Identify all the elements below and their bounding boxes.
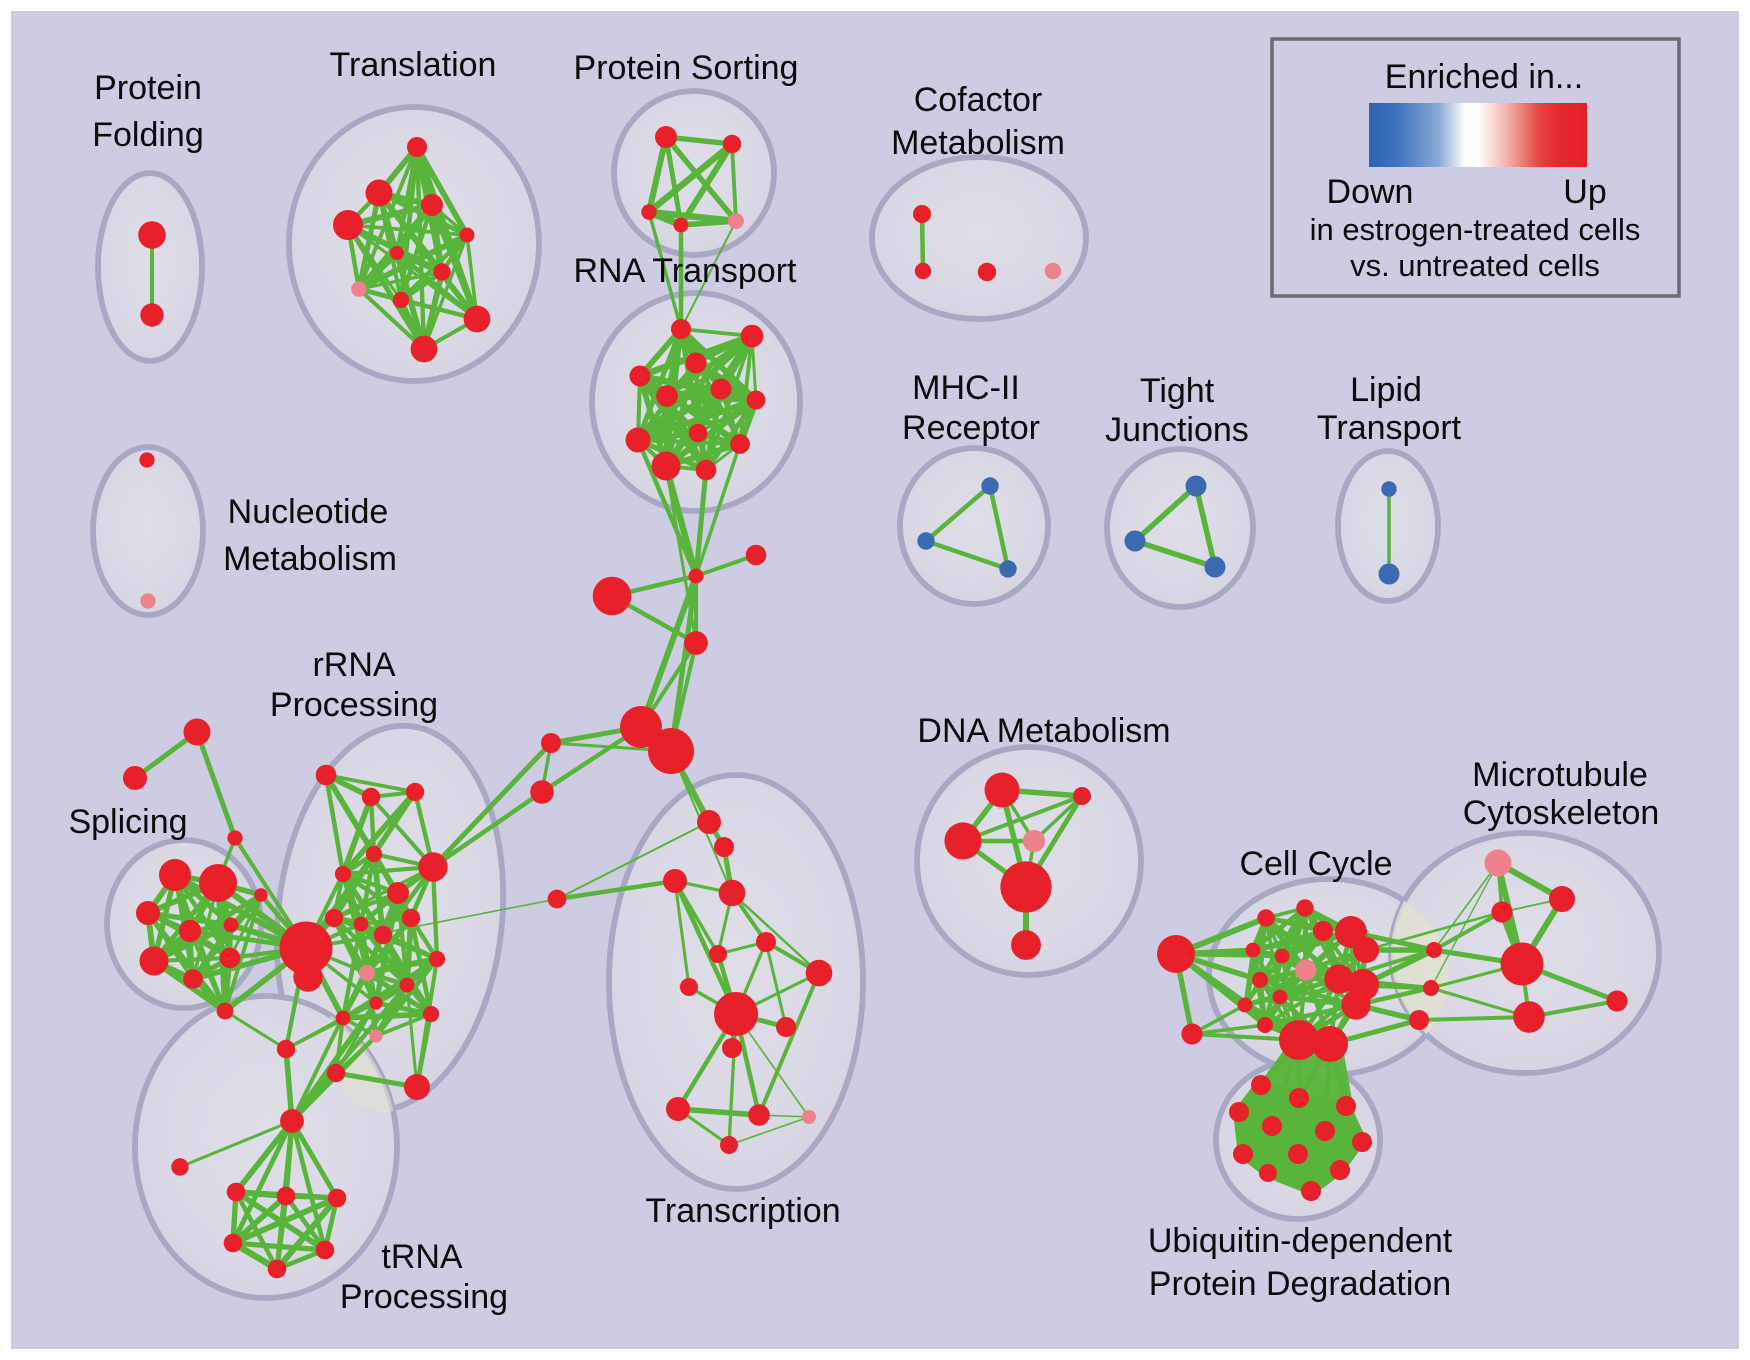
svg-text:Lipid: Lipid bbox=[1350, 371, 1422, 409]
svg-text:Transport: Transport bbox=[1317, 409, 1462, 447]
svg-text:Cell Cycle: Cell Cycle bbox=[1239, 845, 1392, 883]
svg-text:Tight: Tight bbox=[1140, 372, 1215, 410]
svg-text:RNA Transport: RNA Transport bbox=[574, 252, 798, 290]
svg-text:Folding: Folding bbox=[92, 116, 204, 154]
svg-text:Nucleotide: Nucleotide bbox=[228, 493, 389, 531]
svg-text:DNA Metabolism: DNA Metabolism bbox=[917, 712, 1170, 750]
svg-text:Transcription: Transcription bbox=[645, 1192, 840, 1230]
svg-text:Ubiquitin-dependent: Ubiquitin-dependent bbox=[1148, 1222, 1453, 1260]
svg-text:Splicing: Splicing bbox=[68, 803, 187, 841]
svg-text:Protein Degradation: Protein Degradation bbox=[1149, 1265, 1451, 1303]
svg-text:Processing: Processing bbox=[340, 1278, 508, 1316]
svg-text:Junctions: Junctions bbox=[1105, 411, 1249, 449]
svg-text:Metabolism: Metabolism bbox=[891, 124, 1065, 162]
svg-text:tRNA: tRNA bbox=[381, 1238, 463, 1276]
svg-text:Down: Down bbox=[1327, 173, 1414, 211]
svg-text:Microtubule: Microtubule bbox=[1472, 756, 1648, 794]
svg-text:MHC-II: MHC-II bbox=[912, 369, 1020, 407]
svg-text:Enriched in...: Enriched in... bbox=[1385, 58, 1583, 96]
svg-text:in estrogen-treated cells: in estrogen-treated cells bbox=[1310, 212, 1641, 247]
svg-text:Metabolism: Metabolism bbox=[223, 540, 397, 578]
svg-text:Receptor: Receptor bbox=[902, 409, 1040, 447]
svg-text:Cytoskeleton: Cytoskeleton bbox=[1463, 794, 1660, 832]
svg-text:Protein: Protein bbox=[94, 69, 202, 107]
svg-text:Protein Sorting: Protein Sorting bbox=[574, 49, 799, 87]
svg-text:Translation: Translation bbox=[330, 46, 497, 84]
svg-text:Cofactor: Cofactor bbox=[914, 81, 1043, 119]
svg-text:Up: Up bbox=[1563, 173, 1606, 211]
svg-text:rRNA: rRNA bbox=[312, 646, 395, 684]
svg-text:Processing: Processing bbox=[270, 686, 438, 724]
svg-text:vs. untreated cells: vs. untreated cells bbox=[1350, 248, 1600, 283]
